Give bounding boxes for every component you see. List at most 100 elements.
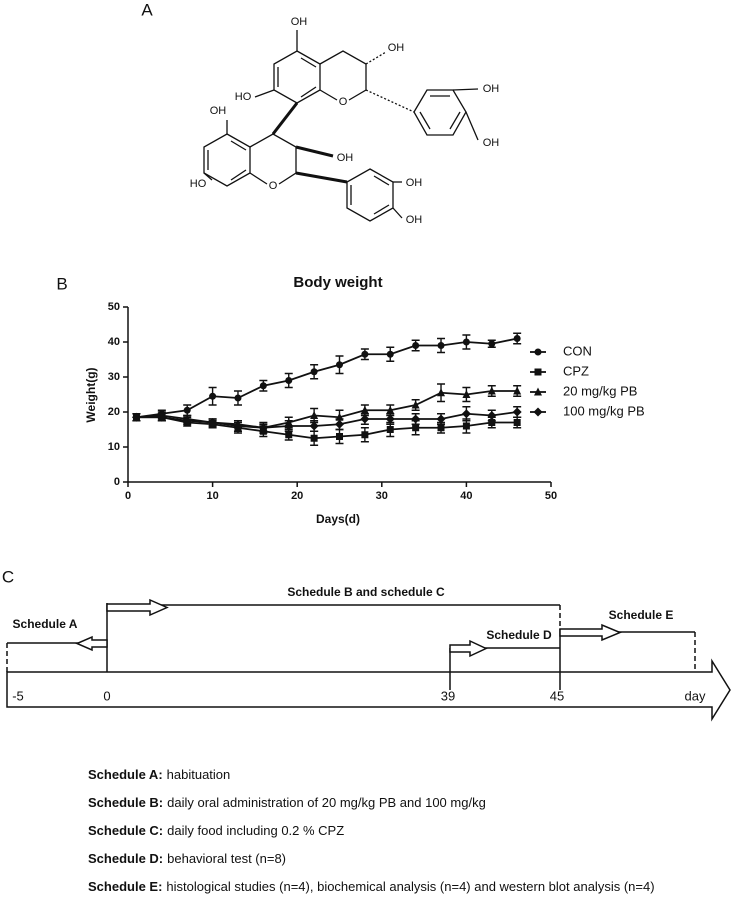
marker <box>462 390 471 398</box>
marker <box>437 342 445 349</box>
marker <box>488 340 496 348</box>
description: Schedule D: behavioral test (n=8) <box>88 851 286 866</box>
marker <box>259 382 267 390</box>
atom-label: O <box>339 96 348 108</box>
atom-label: OH <box>406 214 423 226</box>
marker <box>386 426 394 433</box>
x-tick-label: 30 <box>376 490 388 502</box>
marker <box>386 405 395 414</box>
marker <box>411 400 420 409</box>
marker <box>209 392 217 400</box>
marker <box>437 388 446 397</box>
timeline-tick: -5 <box>12 688 24 703</box>
marker <box>436 414 446 424</box>
schedule-label: Schedule A <box>13 617 78 631</box>
panel-label: C <box>2 567 14 586</box>
description-label: Schedule D: <box>88 851 164 866</box>
description: Schedule B: daily oral administration of … <box>88 795 486 810</box>
marker <box>285 377 293 384</box>
marker <box>512 407 522 417</box>
schedule-label: Schedule D <box>486 628 552 642</box>
legend-label: CPZ <box>563 363 589 378</box>
marker <box>131 412 141 422</box>
timeline-tick: 45 <box>550 688 564 703</box>
series-line <box>136 337 518 419</box>
y-tick-label: 50 <box>108 301 120 313</box>
timeline-end-label: day <box>685 688 706 703</box>
marker <box>437 424 445 432</box>
marker <box>487 411 497 420</box>
atom-label: HO <box>190 178 207 190</box>
series-line <box>136 411 518 429</box>
marker <box>335 419 344 429</box>
marker <box>361 431 369 439</box>
marker <box>309 421 319 431</box>
schedule-label: Schedule E <box>609 608 674 622</box>
x-tick-label: 50 <box>545 490 557 502</box>
marker <box>487 386 496 395</box>
atom-label: OH <box>388 42 405 54</box>
marker <box>534 348 542 356</box>
marker <box>461 409 471 419</box>
atom-label: OH <box>210 105 227 117</box>
marker <box>386 350 394 358</box>
marker <box>336 361 343 369</box>
series-line <box>136 416 518 440</box>
description-label: Schedule B: <box>88 795 164 810</box>
y-tick-label: 10 <box>108 441 120 453</box>
legend-label: CON <box>563 343 592 358</box>
description-label: Schedule C: <box>88 823 164 838</box>
y-tick-label: 30 <box>108 371 120 383</box>
marker <box>534 387 542 396</box>
description-text: behavioral test (n=8) <box>167 851 286 866</box>
timeline-tick: 39 <box>441 688 455 703</box>
marker <box>310 434 318 442</box>
marker <box>361 350 369 358</box>
marker <box>310 411 319 419</box>
chart: 0 10 20 30 40 50 0 10 20 30 40 50 CON CPZ 20 mg/kg PB 1… <box>108 301 645 502</box>
marker <box>183 406 191 414</box>
schedule-label: Schedule B and schedule C <box>287 585 445 599</box>
description: Schedule E: histological studies (n=4), b… <box>88 879 655 894</box>
x-tick-label: 40 <box>460 490 472 502</box>
marker <box>385 414 395 424</box>
marker <box>284 421 294 431</box>
panel-label: B <box>56 274 67 293</box>
x-tick-label: 0 <box>125 490 131 502</box>
marker <box>258 423 268 433</box>
description: Schedule C: daily food including 0.2 % CP… <box>88 823 344 838</box>
marker <box>285 431 293 439</box>
description-text: daily oral administration of 20 mg/kg PB… <box>167 795 486 810</box>
panel-label: A <box>141 0 153 19</box>
description: Schedule A: habituation <box>88 767 230 782</box>
atom-label: OH <box>483 137 500 149</box>
x-tick-label: 10 <box>206 490 218 502</box>
y-tick-label: 40 <box>108 336 120 348</box>
description-text: histological studies (n=4), biochemical … <box>166 879 655 894</box>
atom-label: OH <box>337 152 354 164</box>
description-text: habituation <box>166 767 231 782</box>
marker <box>462 422 470 430</box>
marker <box>462 338 470 346</box>
atom-label: OH <box>291 16 308 28</box>
marker <box>182 416 192 426</box>
y-tick-label: 0 <box>114 476 120 488</box>
marker <box>534 368 542 376</box>
marker <box>412 424 420 432</box>
marker <box>233 421 243 431</box>
marker <box>360 405 369 414</box>
marker <box>208 418 218 427</box>
marker <box>412 342 420 349</box>
marker <box>310 368 318 376</box>
timeline-tick: 0 <box>103 688 110 703</box>
x-tick-label: 20 <box>291 490 303 502</box>
chart-title: Body weight <box>293 274 382 291</box>
atom-label: O <box>269 180 278 192</box>
atom-label: HO <box>235 91 252 103</box>
marker <box>411 414 421 424</box>
marker <box>336 433 343 440</box>
atom-label: OH <box>483 83 500 95</box>
legend-label: 100 mg/kg PB <box>563 403 645 418</box>
